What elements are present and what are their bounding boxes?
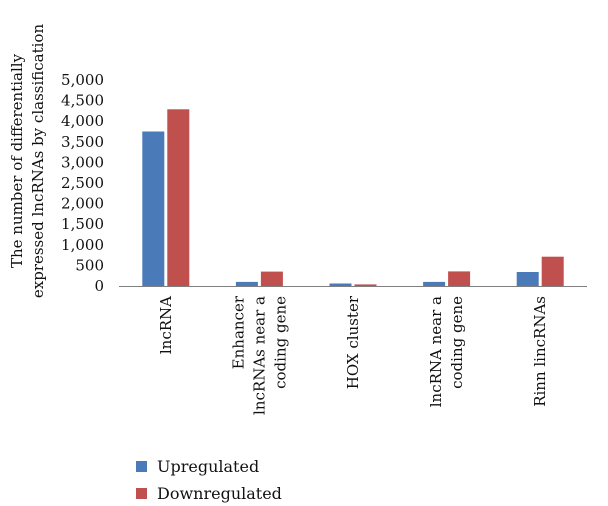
category-label: HOX cluster xyxy=(344,295,362,389)
category-label: lncRNAs near a xyxy=(250,296,268,415)
y-tick-label: 2,500 xyxy=(61,174,104,192)
y-tick-label: 4,000 xyxy=(61,112,104,130)
y-axis-title-line: expressed lncRNAs by classification xyxy=(29,24,47,299)
y-tick-label: 4,500 xyxy=(61,92,104,110)
category-label: lncRNA near a xyxy=(427,296,445,407)
y-tick-label: 3,000 xyxy=(61,153,104,171)
bar-upregulated-3 xyxy=(423,281,446,286)
y-axis-title-line: The number of differentially xyxy=(8,53,26,268)
bar-downregulated-0 xyxy=(167,109,190,286)
bar-downregulated-3 xyxy=(448,271,471,286)
category-label: coding gene xyxy=(448,296,466,389)
category-label: Enhancer xyxy=(229,295,247,369)
category-labels: lncRNA Enhancer lncRNAs near a coding gene H… xyxy=(157,295,549,415)
y-tick-label: 5,000 xyxy=(61,71,104,89)
legend-swatch-upregulated xyxy=(136,461,147,472)
legend-swatch-downregulated xyxy=(136,488,147,499)
y-tick-label: 0 xyxy=(94,277,104,295)
y-tick-label: 1,000 xyxy=(61,236,104,254)
legend-label-downregulated: Downregulated xyxy=(157,484,282,503)
y-tick-label: 1,500 xyxy=(61,215,104,233)
bar-upregulated-4 xyxy=(516,272,539,286)
y-tick-label: 500 xyxy=(75,256,104,274)
bars xyxy=(142,109,564,286)
bar-upregulated-2 xyxy=(329,283,352,286)
bar-downregulated-2 xyxy=(354,284,377,286)
bar-upregulated-1 xyxy=(235,281,258,286)
bar-downregulated-1 xyxy=(260,271,283,286)
bar-upregulated-0 xyxy=(142,131,165,286)
y-tick-label: 2,000 xyxy=(61,195,104,213)
category-label: Rinn lincRNAs xyxy=(531,296,549,407)
y-axis-ticks: 0 500 1,000 1,500 2,000 2,500 3,000 3,500 4,000 4… xyxy=(61,71,104,295)
y-tick-label: 3,500 xyxy=(61,133,104,151)
category-label: coding gene xyxy=(271,296,289,389)
legend-label-upregulated: Upregulated xyxy=(157,457,259,476)
bar-downregulated-4 xyxy=(541,256,564,286)
legend: Upregulated Downregulated xyxy=(136,457,282,503)
y-axis-title: The number of differentially expressed ln… xyxy=(8,24,47,299)
category-label: lncRNA xyxy=(157,296,175,354)
